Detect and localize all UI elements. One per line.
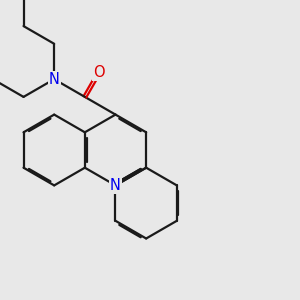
- Text: N: N: [49, 72, 60, 87]
- Text: O: O: [93, 65, 105, 80]
- Text: N: N: [110, 178, 121, 193]
